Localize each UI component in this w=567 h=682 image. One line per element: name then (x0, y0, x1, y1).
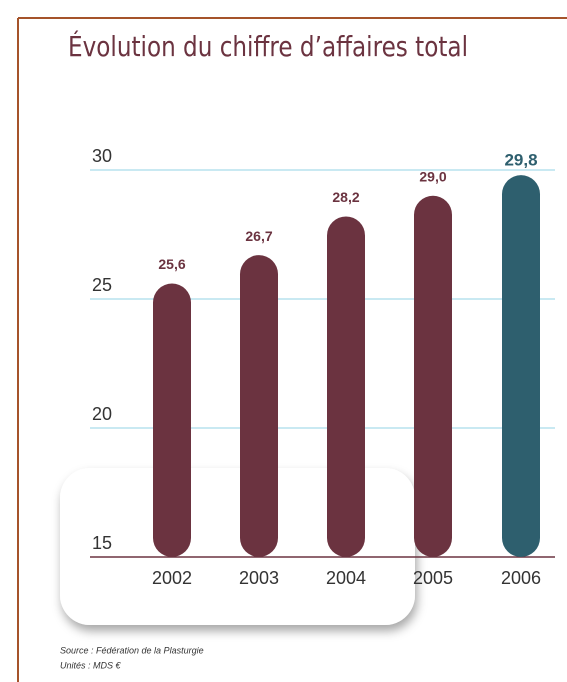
x-tick-label: 2005 (413, 568, 453, 588)
value-label: 29,8 (504, 151, 537, 170)
y-tick-label: 25 (92, 275, 112, 295)
bar (153, 283, 191, 557)
bar (414, 195, 452, 558)
source: Source : Fédération de la Plasturgie (60, 645, 204, 655)
bar (502, 175, 540, 557)
y-tick-label: 30 (92, 146, 112, 166)
value-label: 25,6 (158, 256, 185, 272)
value-label: 28,2 (332, 189, 359, 205)
bar (327, 216, 365, 557)
chart-title: Évolution du chiffre d’affaires total (68, 29, 468, 63)
value-label: 26,7 (245, 228, 272, 244)
bar (240, 255, 278, 557)
value-label: 29,0 (419, 169, 446, 185)
x-tick-label: 2003 (239, 568, 279, 588)
y-tick-label: 20 (92, 404, 112, 424)
x-tick-label: 2004 (326, 568, 366, 588)
x-tick-label: 2006 (501, 568, 541, 588)
y-tick-label: 15 (92, 533, 112, 553)
decor-box (60, 468, 415, 625)
x-tick-label: 2002 (152, 568, 192, 588)
units: Unités : MDS € (60, 660, 122, 670)
